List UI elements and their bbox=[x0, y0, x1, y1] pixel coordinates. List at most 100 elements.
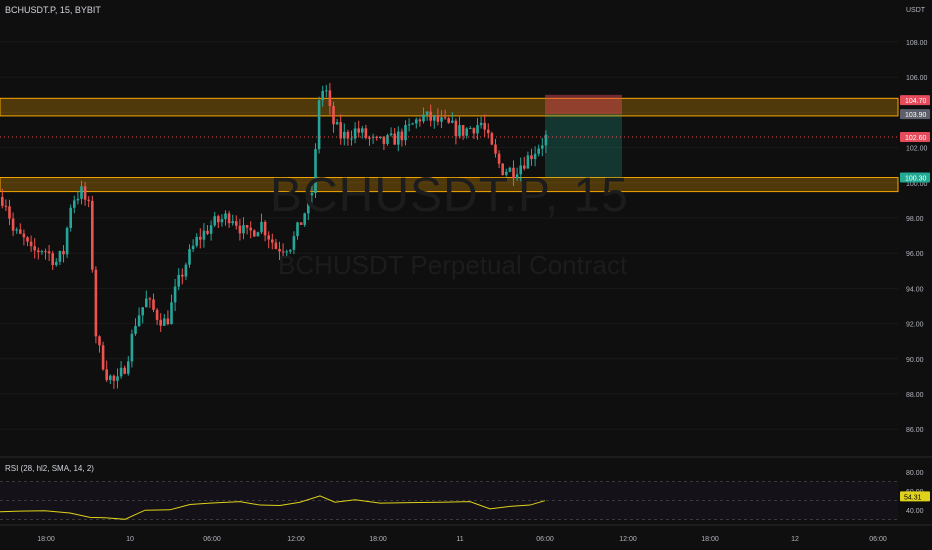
candle-body bbox=[181, 274, 184, 277]
candle-body bbox=[526, 155, 530, 169]
candle-body bbox=[206, 230, 209, 234]
candle-body bbox=[371, 136, 375, 138]
candle-body bbox=[76, 198, 80, 201]
candle-body bbox=[224, 213, 227, 220]
candle-body bbox=[134, 325, 137, 334]
candle-body bbox=[220, 219, 224, 223]
candle-body bbox=[451, 120, 454, 123]
candle-body bbox=[152, 299, 155, 310]
candle-body bbox=[127, 361, 130, 374]
candle-body bbox=[404, 125, 407, 141]
candle-body bbox=[188, 249, 191, 265]
candle-body bbox=[310, 192, 314, 196]
candle-body bbox=[487, 129, 490, 134]
candle-body bbox=[443, 117, 447, 119]
candle-body bbox=[8, 206, 11, 219]
price-tick: 96.00 bbox=[906, 251, 924, 258]
time-tick: 06:00 bbox=[203, 536, 221, 543]
price-label-text: 104.70 bbox=[905, 98, 927, 105]
candle-body bbox=[515, 174, 519, 179]
candle-body bbox=[429, 111, 432, 121]
time-tick: 10 bbox=[126, 536, 134, 543]
candle-body bbox=[278, 248, 281, 252]
candle-body bbox=[299, 222, 303, 225]
candle-body bbox=[271, 239, 274, 243]
candle-body bbox=[123, 367, 126, 374]
candle-body bbox=[537, 148, 540, 154]
candle-body bbox=[303, 213, 306, 225]
time-tick: 18:00 bbox=[701, 536, 719, 543]
candle-body bbox=[231, 221, 234, 224]
candle-body bbox=[145, 298, 148, 308]
candle-body bbox=[98, 336, 101, 346]
price-tick: 98.00 bbox=[906, 216, 924, 223]
candle-body bbox=[202, 230, 206, 240]
candle-body bbox=[386, 135, 389, 144]
watermark-ticker: BCHUSDT.P, 15 bbox=[270, 169, 629, 222]
candle-body bbox=[37, 250, 40, 253]
stop-loss-area[interactable] bbox=[545, 94, 622, 115]
candle-body bbox=[19, 229, 22, 234]
watermark-description: BCHUSDT Perpetual Contract bbox=[278, 250, 628, 280]
candle-body bbox=[195, 236, 198, 246]
candle-body bbox=[213, 216, 216, 226]
candle-body bbox=[112, 375, 116, 381]
short-position-tool[interactable] bbox=[545, 94, 622, 178]
candle-body bbox=[274, 242, 278, 249]
candle-body bbox=[343, 131, 346, 139]
rsi-line bbox=[0, 495, 546, 520]
price-tick: 106.00 bbox=[906, 75, 928, 82]
price-tick: 102.00 bbox=[906, 146, 928, 153]
zone-rect[interactable] bbox=[0, 177, 899, 193]
candle-body bbox=[58, 250, 62, 262]
rsi-legend[interactable]: RSI (28, hl2, SMA, 14, 2) bbox=[5, 464, 94, 473]
take-profit-area[interactable] bbox=[545, 114, 622, 178]
candle-body bbox=[364, 128, 368, 138]
candle-body bbox=[314, 149, 317, 193]
candle-body bbox=[472, 128, 476, 134]
time-tick: 18:00 bbox=[37, 536, 55, 543]
candle-body bbox=[325, 90, 328, 92]
candle-body bbox=[281, 251, 285, 253]
rsi-value-text: 54.31 bbox=[904, 494, 922, 501]
symbol-title[interactable]: BCHUSDT.P, 15, BYBIT bbox=[5, 5, 101, 15]
time-tick: 12:00 bbox=[619, 536, 637, 543]
candle-body bbox=[461, 125, 465, 136]
candle-body bbox=[361, 128, 364, 133]
time-axis[interactable]: 18:00 10 06:00 12:00 18:00 11 06:00 12:00 18:00 1… bbox=[0, 524, 932, 543]
rsi-tick: 80.00 bbox=[906, 470, 924, 477]
price-label-text: 100.30 bbox=[905, 176, 927, 183]
candle-body bbox=[479, 122, 483, 126]
candle-body bbox=[253, 230, 256, 237]
candle-body bbox=[458, 125, 461, 137]
candle-body bbox=[170, 302, 173, 325]
candle-body bbox=[33, 246, 36, 251]
candle-body bbox=[263, 221, 267, 236]
time-tick: 12:00 bbox=[287, 536, 305, 543]
candle-body bbox=[4, 205, 8, 207]
candle-body bbox=[328, 90, 332, 106]
candle-body bbox=[209, 225, 213, 234]
rsi-tick: 40.00 bbox=[906, 508, 924, 515]
candle-body bbox=[62, 250, 65, 255]
time-tick: 06:00 bbox=[536, 536, 554, 543]
candle-body bbox=[508, 167, 512, 172]
price-tick: 92.00 bbox=[906, 322, 924, 329]
price-axis[interactable]: USDT108.00106.00104.00102.00100.0098.009… bbox=[906, 7, 928, 434]
candle-body bbox=[242, 225, 245, 234]
candle-body bbox=[245, 225, 249, 228]
zone-rect[interactable] bbox=[0, 97, 899, 117]
candle-body bbox=[483, 122, 486, 130]
candle-body bbox=[393, 133, 396, 145]
candle-body bbox=[425, 111, 429, 115]
candle-body bbox=[91, 200, 94, 270]
candle-body bbox=[80, 186, 83, 199]
time-tick: 11 bbox=[456, 536, 463, 543]
price-tick: 94.00 bbox=[906, 286, 924, 293]
candle-body bbox=[436, 115, 440, 122]
candle-body bbox=[141, 307, 144, 316]
candle-body bbox=[407, 124, 411, 126]
candle-body bbox=[94, 269, 98, 337]
support-resistance-zones[interactable] bbox=[0, 97, 899, 193]
